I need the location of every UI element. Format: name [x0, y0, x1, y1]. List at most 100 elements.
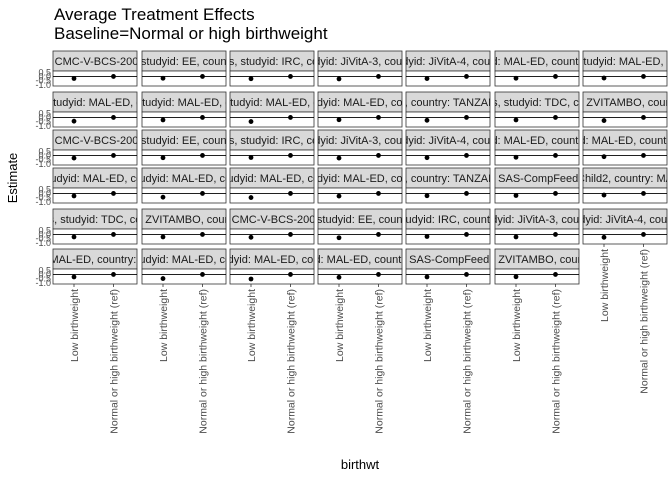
facet-strip-label: yid: MAL-ED, country:	[572, 135, 672, 147]
facet-panel: yid: ZVITAMBO, country	[494, 248, 580, 285]
facet-panel: studyid: MAL-ED, cou	[131, 167, 237, 204]
estimate-point	[513, 75, 519, 81]
facet-panel: tudyid: MAL-ED, coun	[229, 248, 315, 285]
estimate-point	[424, 117, 430, 123]
reference-point	[464, 115, 469, 120]
facet-plot-area	[317, 268, 403, 285]
facet-panel: s, studyid: EE, country	[305, 208, 415, 245]
estimate-point	[336, 155, 342, 161]
facet-strip-label: studyid: MAL-ED, count	[302, 173, 418, 185]
facet-strip-label: Child2, country: MA	[577, 173, 672, 185]
estimate-point	[248, 195, 254, 200]
facet-plot-area	[229, 187, 315, 204]
estimate-point	[424, 274, 430, 280]
facet-panel: studyid: JiVitA-3, country	[317, 50, 403, 87]
facet-panel: yid: MAL-ED, country:	[484, 129, 591, 166]
reference-point	[553, 115, 558, 120]
facet-plot-area	[141, 187, 227, 204]
reference-point	[111, 272, 116, 277]
estimate-point	[601, 192, 607, 198]
reference-point	[376, 153, 381, 158]
facet-strip-label: yid: MAL-ED, country:	[484, 56, 591, 68]
estimate-point	[424, 155, 430, 161]
facet-plot-area	[141, 70, 227, 87]
facet-strip-label: studyid: JiVitA-3, country	[477, 214, 598, 226]
facet-strip-label: yid: ZVITAMBO, country	[125, 214, 243, 226]
facet-panel: studyid: IRC, country	[405, 208, 491, 245]
reference-point	[111, 191, 116, 196]
facet-panel: s, studyid: EE, country	[141, 50, 227, 87]
facet-plot-area	[494, 268, 580, 285]
x-tick-label: Normal or high birthweight (ref)	[197, 289, 209, 434]
facet-plot-area	[141, 149, 227, 166]
facet-panel: studyid: MAL-ED, c	[582, 50, 668, 87]
estimate-point	[71, 76, 77, 81]
facet-strip-label: s, studyid: MAL-ED, cou	[125, 97, 243, 109]
facet-strip-label: yid: MAL-ED, country:	[484, 135, 591, 147]
estimate-point	[248, 76, 254, 82]
estimate-point	[336, 117, 342, 123]
reference-point	[111, 74, 116, 79]
estimate-point	[336, 274, 342, 280]
facet-panel: studyid: MAL-ED, count	[302, 167, 418, 204]
estimate-point	[513, 274, 519, 280]
facet-plot-area	[52, 149, 138, 166]
y-tick-label: -1.0	[35, 197, 51, 207]
facet-strip-label: s, studyid: EE, country	[305, 214, 415, 226]
facet-plot-area	[582, 187, 668, 204]
facet-strip-label: yid: MAL-ED, country:	[307, 254, 414, 266]
x-tick-label: Normal or high birthweight (ref)	[550, 289, 562, 434]
estimate-point	[248, 234, 254, 240]
facet-strip-label: d: CMC-V-BCS-2002,	[42, 56, 147, 68]
x-tick-label: Low birthweight	[422, 289, 434, 362]
facet-plot-area	[494, 149, 580, 166]
estimate-point	[424, 234, 430, 239]
y-tick-label: 0.0	[38, 229, 51, 239]
facet-strip-label: ths, studyid: TDC, cou	[483, 97, 591, 109]
y-tick-label: -1.0	[35, 159, 51, 169]
facet-strip-label: ths, studyid: IRC, cou	[220, 135, 325, 147]
y-tick-label: 0.0	[38, 269, 51, 279]
facet-plot-area	[52, 268, 138, 285]
x-tick-label: Low birthweight	[69, 289, 81, 362]
estimate-point	[71, 193, 77, 199]
facet-plot-area	[405, 111, 491, 128]
facet-strip-label: studyid: MAL-ED, cou	[131, 173, 237, 185]
x-axis-title: birthwt	[341, 457, 380, 472]
y-tick-label: 0.5	[38, 184, 51, 194]
facet-panel: ED, country: TANZANIA	[405, 91, 491, 128]
facet-panel: s, studyid: MAL-ED, cou	[213, 91, 331, 128]
x-tick-label: Low birthweight	[246, 289, 258, 362]
y-tick-label: 0.5	[38, 265, 51, 275]
reference-point	[200, 191, 205, 196]
estimate-point	[513, 234, 519, 240]
estimate-point	[248, 276, 254, 282]
facet-plot-area	[52, 70, 138, 87]
reference-point	[553, 153, 558, 158]
facet-strip-label: s, studyid: MAL-ED, cou	[213, 97, 331, 109]
facet-panel: : MAL-ED, country: B0.50.0-0.5-1.0	[35, 248, 138, 288]
y-tick-label: 0.5	[38, 146, 51, 156]
reference-point	[376, 272, 381, 277]
reference-point	[641, 115, 646, 120]
estimate-point	[160, 75, 166, 81]
reference-point	[376, 115, 381, 120]
estimate-point	[248, 155, 254, 160]
facet-panel: ED, country: TANZANIA	[405, 167, 491, 204]
x-tick-label: Normal or high birthweight (ref)	[638, 249, 650, 394]
y-tick-label: -1.0	[35, 238, 51, 248]
reference-point	[288, 74, 293, 79]
reference-point	[464, 153, 469, 158]
facet-plot-area	[317, 70, 403, 87]
facet-plot-area	[229, 70, 315, 87]
facet-panel: d: CMC-V-BCS-2002,0.50.0-0.5-1.0	[35, 50, 147, 90]
x-tick-label: Normal or high birthweight (ref)	[285, 289, 297, 434]
facet-plot-area	[405, 187, 491, 204]
reference-point	[641, 153, 646, 158]
reference-point	[288, 272, 293, 277]
facet-panel: ths, studyid: IRC, cou	[220, 129, 325, 166]
y-tick-label: 0.5	[38, 67, 51, 77]
